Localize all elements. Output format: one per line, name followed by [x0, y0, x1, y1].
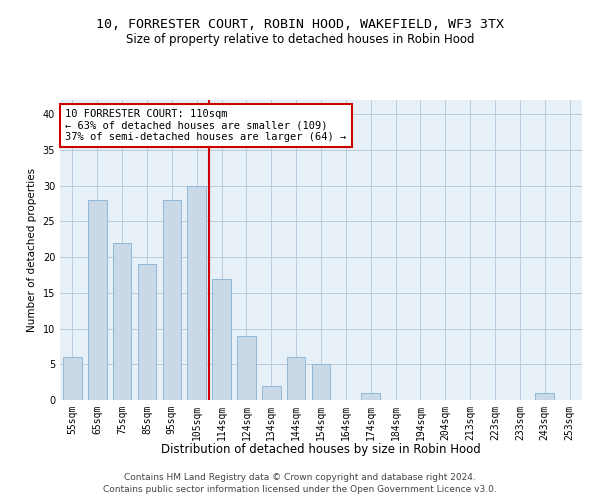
Bar — [361, 393, 380, 400]
Bar — [287, 357, 305, 400]
Bar — [535, 393, 554, 400]
Text: Size of property relative to detached houses in Robin Hood: Size of property relative to detached ho… — [126, 32, 474, 46]
Bar — [163, 200, 181, 400]
Text: Contains public sector information licensed under the Open Government Licence v3: Contains public sector information licen… — [103, 485, 497, 494]
Bar — [311, 364, 331, 400]
Text: 10, FORRESTER COURT, ROBIN HOOD, WAKEFIELD, WF3 3TX: 10, FORRESTER COURT, ROBIN HOOD, WAKEFIE… — [96, 18, 504, 30]
Bar — [237, 336, 256, 400]
Bar — [187, 186, 206, 400]
Text: Contains HM Land Registry data © Crown copyright and database right 2024.: Contains HM Land Registry data © Crown c… — [124, 472, 476, 482]
Bar — [212, 278, 231, 400]
Bar — [137, 264, 157, 400]
Text: 10 FORRESTER COURT: 110sqm
← 63% of detached houses are smaller (109)
37% of sem: 10 FORRESTER COURT: 110sqm ← 63% of deta… — [65, 109, 346, 142]
Text: Distribution of detached houses by size in Robin Hood: Distribution of detached houses by size … — [161, 442, 481, 456]
Bar — [63, 357, 82, 400]
Y-axis label: Number of detached properties: Number of detached properties — [27, 168, 37, 332]
Bar — [113, 243, 131, 400]
Bar — [262, 386, 281, 400]
Bar — [88, 200, 107, 400]
